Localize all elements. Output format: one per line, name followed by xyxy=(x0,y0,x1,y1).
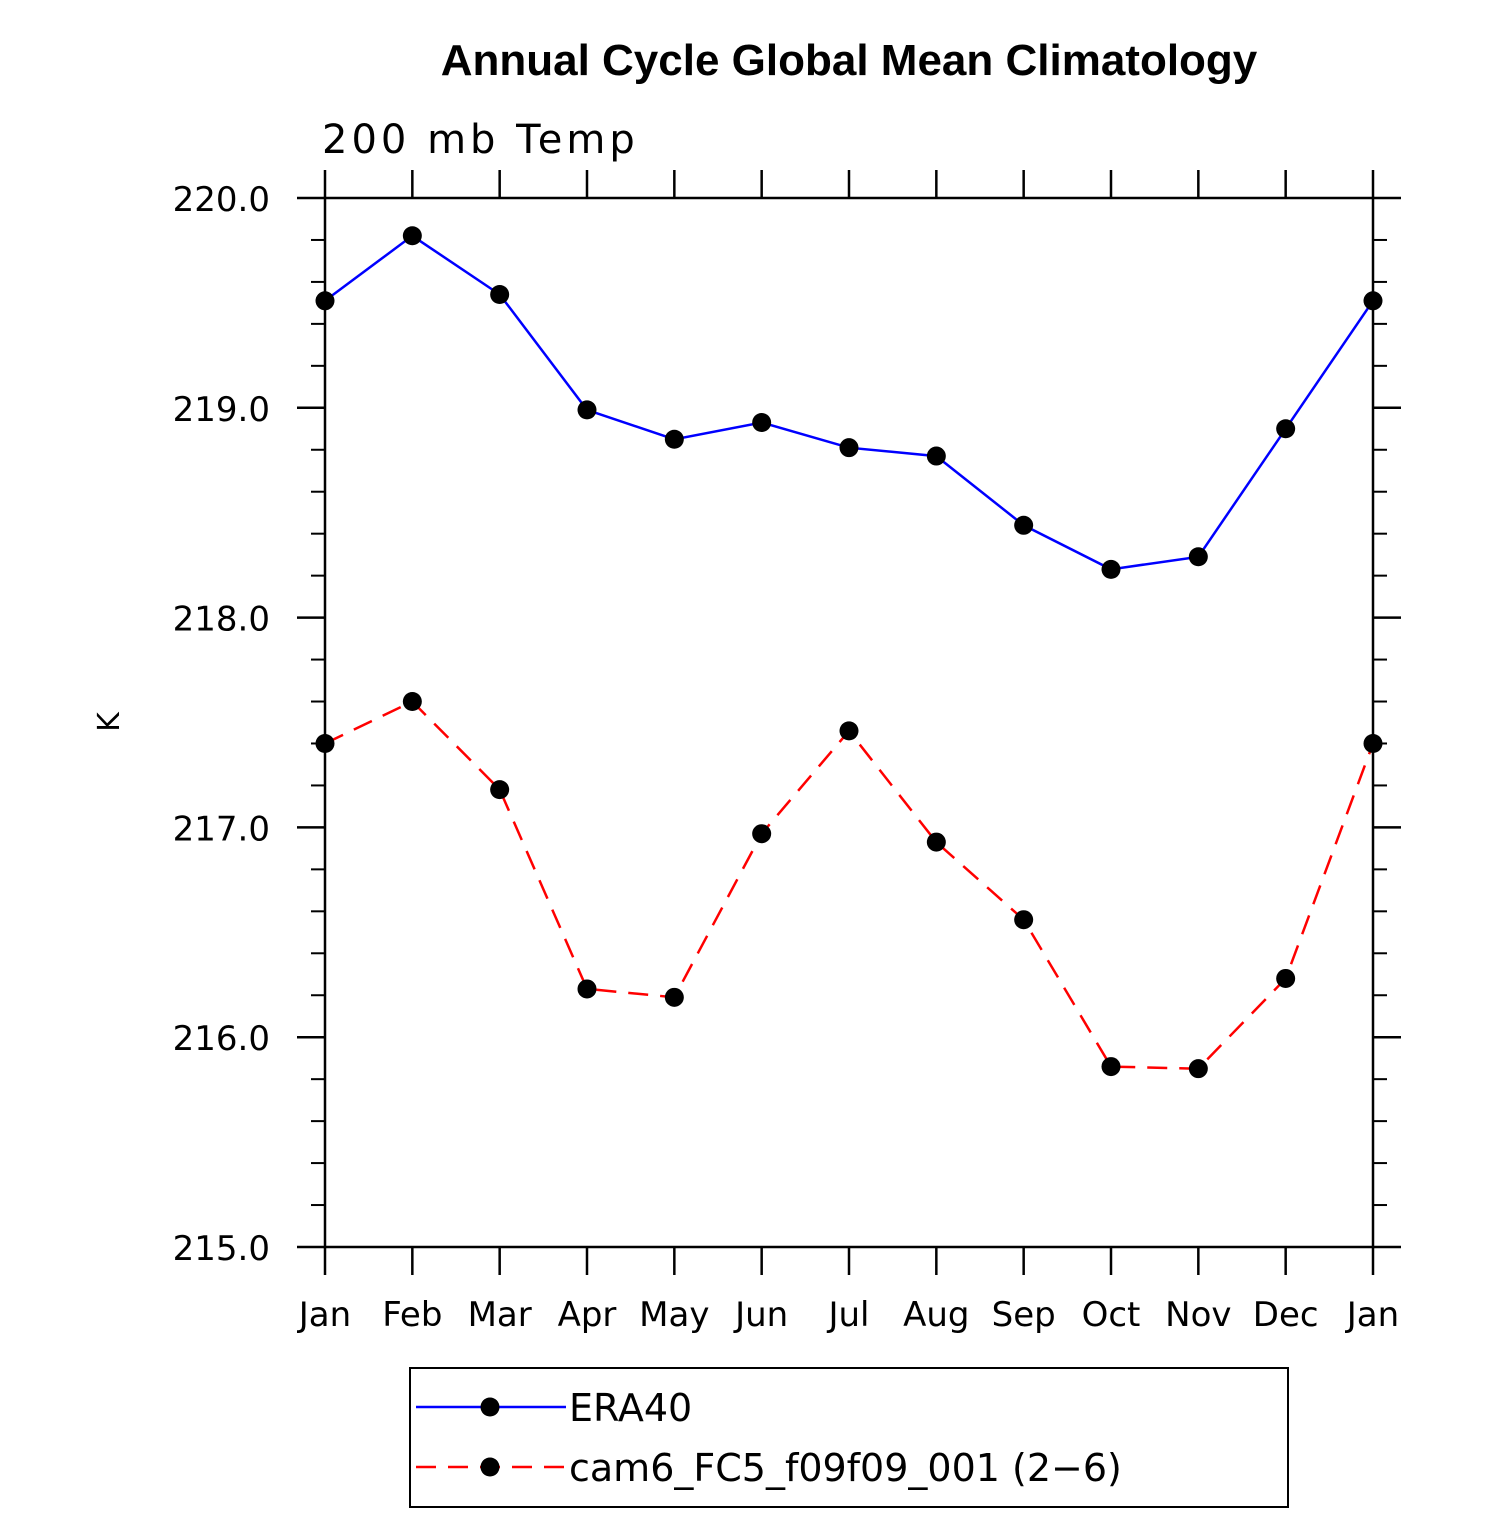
y-axis-label: K xyxy=(92,711,127,732)
axes: 215.0 216.0 217.0 218.0 219.0 220.0 Jan Feb Mar A… xyxy=(173,170,1401,1335)
y-tick-label: 218.0 xyxy=(173,600,270,640)
x-tick-label: Sep xyxy=(992,1295,1056,1335)
legend-marker xyxy=(480,1457,500,1477)
legend-label: cam6_FC5_f09f09_001 (2−6) xyxy=(569,1446,1122,1490)
data-point xyxy=(1188,1059,1208,1079)
data-point xyxy=(1276,419,1296,439)
data-point xyxy=(1363,291,1383,311)
x-tick-label: Oct xyxy=(1082,1295,1141,1335)
chart-title: Annual Cycle Global Mean Climatology xyxy=(441,36,1258,85)
legend-marker xyxy=(480,1397,500,1417)
series-layer xyxy=(315,226,1383,1079)
legend: ERA40 cam6_FC5_f09f09_001 (2−6) xyxy=(409,1367,1289,1508)
y-tick-label: 219.0 xyxy=(173,390,270,430)
data-point xyxy=(577,979,597,999)
data-point xyxy=(926,446,946,466)
data-point xyxy=(664,987,684,1007)
x-tick-label: May xyxy=(639,1295,709,1335)
data-point xyxy=(315,291,335,311)
data-point xyxy=(402,226,422,246)
x-tick-label: Apr xyxy=(558,1295,617,1335)
chart-subtitle: 200 mb Temp xyxy=(322,117,639,163)
data-point xyxy=(839,721,859,741)
x-tick-label: Jan xyxy=(1345,1295,1399,1335)
x-tick-label: Nov xyxy=(1165,1295,1231,1335)
data-point xyxy=(752,412,772,432)
series-cam6 xyxy=(315,692,1383,1079)
data-point xyxy=(577,400,597,420)
x-tick-label: Feb xyxy=(382,1295,442,1335)
data-point xyxy=(1188,547,1208,567)
data-point xyxy=(490,285,510,305)
data-point xyxy=(1363,733,1383,753)
data-point xyxy=(926,832,946,852)
data-point xyxy=(1101,559,1121,579)
data-point xyxy=(1101,1057,1121,1077)
x-tick-label: Jul xyxy=(826,1295,869,1335)
data-point xyxy=(1276,968,1296,988)
data-point xyxy=(490,780,510,800)
legend-label: ERA40 xyxy=(569,1386,692,1430)
data-point xyxy=(1014,515,1034,535)
data-point xyxy=(664,429,684,449)
data-point xyxy=(839,438,859,458)
data-point xyxy=(752,824,772,844)
y-tick-label: 215.0 xyxy=(173,1229,270,1269)
series-line xyxy=(324,699,1375,1070)
data-point xyxy=(402,692,422,712)
x-tick-label: Jun xyxy=(733,1295,788,1335)
series-era40 xyxy=(315,226,1383,579)
data-point xyxy=(1014,910,1034,930)
x-tick-label: Dec xyxy=(1253,1295,1319,1335)
series-line xyxy=(324,234,1375,571)
y-tick-label: 217.0 xyxy=(173,809,270,849)
data-point xyxy=(315,733,335,753)
legend-box xyxy=(409,1367,1289,1508)
y-tick-label: 220.0 xyxy=(173,180,270,220)
x-tick-label: Jan xyxy=(297,1295,351,1335)
x-tick-label: Mar xyxy=(468,1295,532,1335)
x-tick-label: Aug xyxy=(903,1295,969,1335)
y-tick-label: 216.0 xyxy=(173,1019,270,1059)
